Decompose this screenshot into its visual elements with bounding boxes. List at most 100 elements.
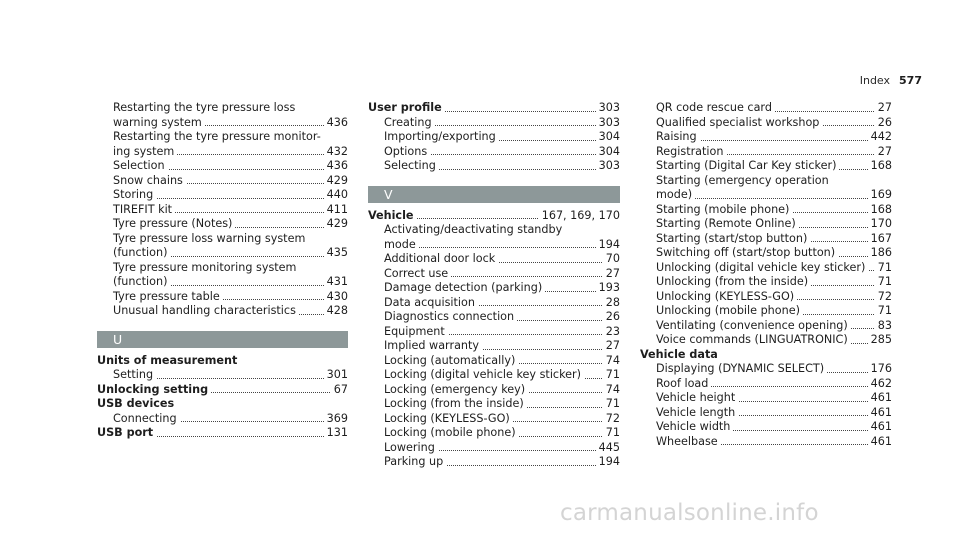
page-reference: 431 — [323, 275, 348, 290]
index-entry: Locking (KEYLESS-GO) 72 — [368, 411, 620, 426]
entry-text: Starting (start/stop button) — [656, 231, 811, 245]
index-entry: Registration 27 — [640, 144, 892, 159]
dot-leader — [368, 110, 620, 112]
index-entry: mode 194 — [368, 237, 620, 252]
entry-text: Units of measurement — [97, 353, 241, 367]
page-reference: 461 — [867, 405, 892, 420]
entry-text: QR code rescue card — [656, 101, 775, 114]
page-reference: 369 — [323, 411, 348, 426]
page-reference: 429 — [323, 217, 348, 232]
page-reference: 411 — [323, 202, 348, 217]
entry-text: USB port — [97, 426, 157, 439]
entry-text: Roof load — [656, 376, 712, 390]
dot-leader — [656, 154, 892, 155]
page-reference: 303 — [595, 101, 620, 116]
index-heading: Vehicle 167, 169, 170 — [368, 208, 620, 223]
dot-leader — [384, 168, 620, 170]
page-reference: 169 — [867, 188, 892, 203]
page-reference: 71 — [602, 397, 620, 412]
index-entry: Implied warranty 27 — [368, 339, 620, 354]
index-entry: Connecting 369 — [97, 411, 348, 426]
dot-leader — [384, 125, 620, 126]
entry-text: Restarting the tyre pressure monitor- — [113, 130, 324, 143]
page-reference: 445 — [595, 440, 620, 455]
page-reference: 432 — [323, 144, 348, 159]
index-entry: Displaying (DYNAMIC SELECT) 176 — [640, 362, 892, 377]
entry-text: Creating — [384, 115, 435, 129]
entry-text: Registration — [656, 144, 727, 158]
index-entry: Qualified specialist workshop 26 — [640, 115, 892, 130]
index-entry: Starting (mobile phone) 168 — [640, 202, 892, 217]
index-entry: Locking (mobile phone) 71 — [368, 426, 620, 441]
watermark: carmanualsonline.info — [560, 500, 819, 526]
page-reference: 435 — [323, 246, 348, 261]
page-reference: 168 — [867, 202, 892, 217]
dot-leader — [113, 183, 348, 184]
entry-text: Storing — [113, 188, 157, 201]
entry-text: Setting — [113, 368, 157, 381]
entry-text: Qualified specialist workshop — [656, 115, 823, 129]
page-header: Index 577 — [860, 74, 922, 87]
index-entry: Switching off (start/stop button) 186 — [640, 246, 892, 261]
entry-text: Unlocking setting — [97, 382, 212, 396]
dot-leader — [113, 212, 348, 213]
index-entry: Starting (Remote Online) 170 — [640, 217, 892, 232]
header-label: Index — [859, 74, 891, 87]
index-entry: TIREFIT kit 411 — [97, 202, 348, 217]
page-reference: 74 — [602, 382, 620, 397]
page-reference: 303 — [595, 159, 620, 174]
page-reference: 461 — [867, 420, 892, 435]
entry-text: Unlocking (digital vehicle key sticker) — [656, 260, 869, 274]
entry-text: Locking (mobile phone) — [384, 426, 519, 439]
dot-leader — [113, 197, 348, 199]
dot-leader — [656, 386, 892, 387]
index-entry: mode) 169 — [640, 188, 892, 203]
dot-leader — [113, 284, 348, 286]
entry-text: Tyre pressure (Notes) — [113, 217, 236, 230]
page-reference: 28 — [602, 295, 620, 310]
index-entry: Vehicle length 461 — [640, 405, 892, 420]
dot-leader — [113, 125, 348, 126]
index-entry: Starting (start/stop button) 167 — [640, 231, 892, 246]
index-column-1: Restarting the tyre pressure loss warning… — [97, 101, 348, 441]
page-reference: 176 — [867, 362, 892, 377]
page-reference: 23 — [602, 324, 620, 339]
entry-text: Selecting — [384, 159, 439, 172]
dot-leader — [384, 305, 620, 306]
index-heading: User profile 303 — [368, 101, 620, 116]
page-reference: 304 — [595, 130, 620, 145]
entry-text: Raising — [656, 130, 700, 143]
entry-text: ing system — [113, 144, 178, 158]
index-entry: (function) 435 — [97, 246, 348, 261]
index-entry: (function) 431 — [97, 275, 348, 290]
index-entry: Locking (digital vehicle key sticker) 71 — [368, 368, 620, 383]
entry-text: Starting (mobile phone) — [656, 202, 793, 216]
entry-text: Vehicle width — [656, 420, 734, 433]
index-entry: Vehicle height 461 — [640, 391, 892, 406]
entry-text: Locking (automatically) — [384, 353, 519, 367]
entry-text: Importing/exporting — [384, 130, 499, 143]
page-reference: 442 — [867, 130, 892, 145]
index-entry: Selection 436 — [97, 159, 348, 174]
entry-text: Displaying (DYNAMIC SELECT) — [656, 362, 828, 375]
entry-text: (function) — [113, 246, 171, 259]
page-reference: 71 — [874, 275, 892, 290]
page-reference: 27 — [874, 144, 892, 159]
page-reference: 168 — [867, 159, 892, 174]
index-entry: Tyre pressure (Notes) 429 — [97, 217, 348, 232]
entry-text: Restarting the tyre pressure loss — [113, 101, 299, 114]
dot-leader — [113, 154, 348, 155]
entry-text: TIREFIT kit — [113, 202, 176, 216]
index-entry: Activating/deactivating standby — [368, 223, 620, 238]
index-entry: Selecting 303 — [368, 159, 620, 174]
page-reference: 462 — [867, 376, 892, 391]
dot-leader — [113, 377, 348, 379]
entry-text: Unlocking (from the inside) — [656, 275, 812, 288]
entry-text: Lowering — [384, 440, 438, 454]
entry-text: Damage detection (parking) — [384, 281, 546, 294]
entry-text: Locking (digital vehicle key sticker) — [384, 368, 584, 381]
page-reference: 303 — [595, 115, 620, 130]
dot-leader — [97, 392, 348, 393]
dot-leader — [656, 400, 892, 402]
entry-text: Diagnostics connection — [384, 310, 518, 323]
